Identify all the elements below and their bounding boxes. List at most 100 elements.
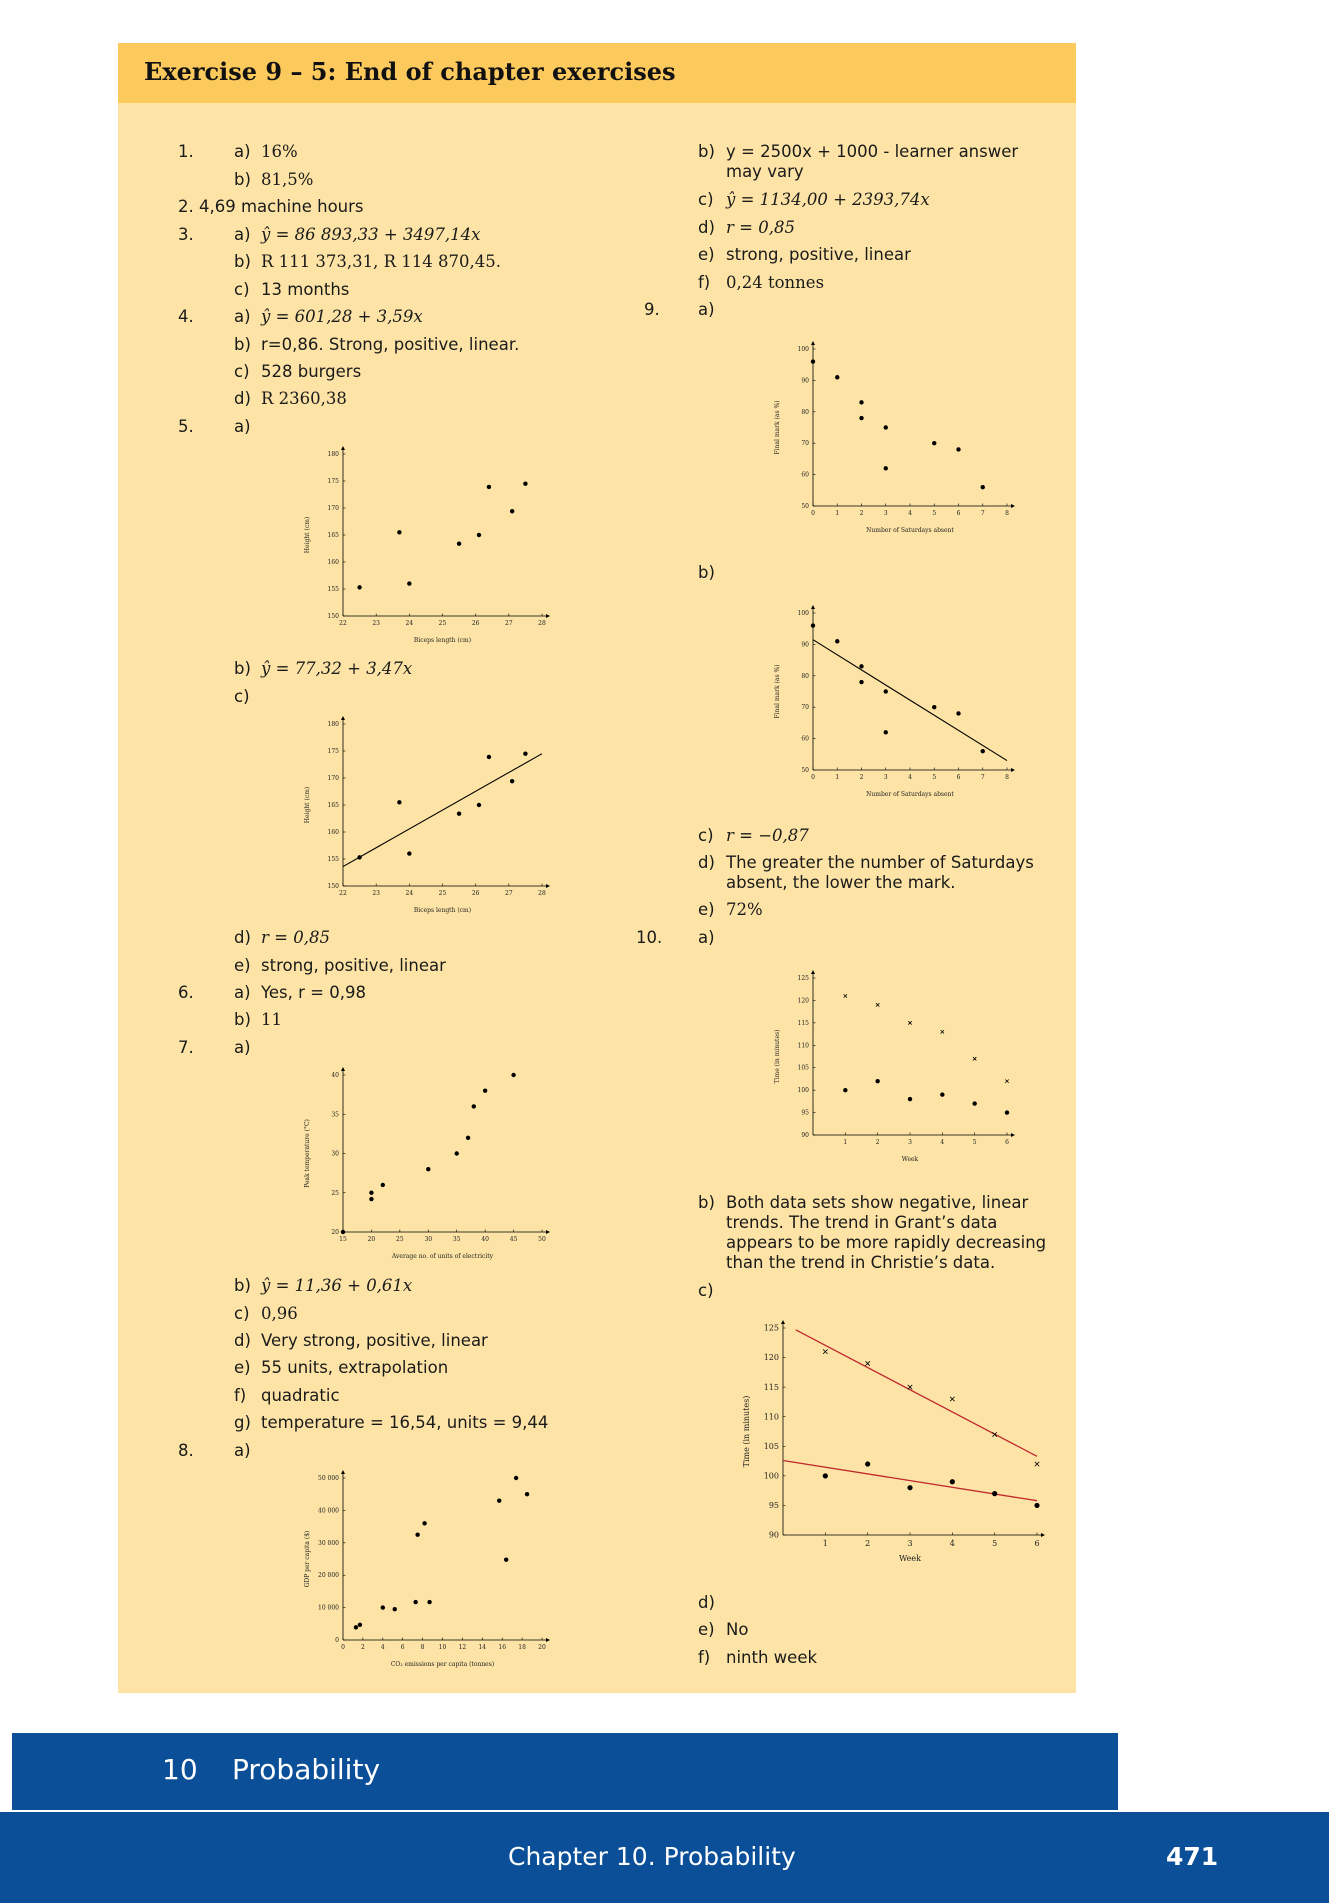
data-point: [392, 1607, 397, 1612]
y-axis-label: Height (cm): [304, 517, 311, 553]
data-point-cross: [1034, 1461, 1040, 1467]
y-axis-arrow: [781, 1320, 785, 1324]
q8e-answer: strong, positive, linear: [726, 245, 911, 264]
y-axis-arrow: [341, 716, 345, 720]
q5b-answer: ŷ = 77,32 + 3,47x: [261, 659, 413, 678]
q3a-answer: ŷ = 86 893,33 + 3497,14x: [261, 225, 481, 244]
data-point: [524, 1492, 530, 1497]
data-point: [883, 730, 888, 735]
x-tick-label: 6: [1034, 1539, 1039, 1548]
data-point: [883, 466, 888, 471]
data-point-cross: [865, 1361, 871, 1366]
x-axis-arrow: [546, 614, 550, 618]
q6a-label: a): [234, 983, 251, 1002]
data-point: [465, 1135, 471, 1140]
data-point: [397, 800, 402, 805]
data-point: [509, 779, 515, 784]
data-point: [380, 1182, 385, 1188]
data-point-cross: [972, 1056, 977, 1061]
y-tick-label: 60: [801, 472, 809, 479]
x-tick-label: 26: [472, 620, 480, 627]
x-tick-label: 3: [907, 1539, 912, 1548]
x-tick-label: 1: [835, 510, 839, 517]
data-point: [357, 855, 362, 860]
q8f-answer: 0,24 tonnes: [726, 273, 825, 292]
q5d-answer: r = 0,85: [261, 928, 330, 947]
y-axis-arrow: [811, 605, 815, 609]
q7f-answer: quadratic: [261, 1386, 340, 1405]
x-tick-label: 20: [538, 1644, 546, 1651]
y-axis-label: Time (in minutes): [774, 1030, 781, 1084]
data-point: [511, 1072, 516, 1078]
y-tick-label: 95: [769, 1501, 779, 1510]
y-tick-label: 110: [764, 1412, 779, 1421]
x-tick-label: 2: [361, 1644, 365, 1651]
y-tick-label: 95: [801, 1110, 809, 1117]
y-tick-label: 90: [801, 1132, 809, 1139]
q10f-answer: ninth week: [726, 1648, 818, 1667]
data-point: [907, 1096, 913, 1102]
x-tick-label: 22: [339, 890, 347, 897]
y-tick-label: 70: [801, 440, 809, 447]
y-tick-label: 70: [801, 704, 809, 711]
data-point: [859, 400, 864, 405]
y-tick-label: 35: [331, 1111, 339, 1118]
y-axis-label: Final mark (as %): [774, 665, 781, 719]
x-tick-label: 0: [811, 510, 815, 517]
x-tick-label: 6: [1005, 1139, 1009, 1146]
x-tick-label: 3: [884, 774, 888, 781]
x-tick-label: 2: [865, 1539, 870, 1548]
q6-number: 6.: [178, 983, 194, 1002]
q7a-label: a): [234, 1038, 251, 1057]
q3b-label: b): [234, 252, 251, 271]
x-axis-arrow: [1011, 504, 1015, 508]
y-tick-label: 50 000: [318, 1475, 339, 1482]
q9e-label: e): [698, 900, 715, 919]
x-tick-label: 8: [1005, 510, 1009, 517]
x-tick-label: 16: [498, 1644, 506, 1651]
data-point-cross: [1005, 1079, 1009, 1084]
q10d-label: d): [698, 1593, 715, 1612]
x-tick-label: 25: [439, 890, 447, 897]
data-point: [407, 581, 412, 586]
y-tick-label: 100: [798, 346, 810, 353]
y-axis-arrow: [811, 970, 815, 974]
q10b-label: b): [698, 1193, 715, 1212]
x-tick-label: 18: [518, 1644, 526, 1651]
q9c-label: c): [698, 826, 714, 845]
q7c-answer: 0,96: [261, 1304, 298, 1323]
q5-number: 5.: [178, 417, 194, 436]
q9-number: 9.: [644, 300, 660, 319]
q9a-label: a): [698, 300, 715, 319]
data-point: [509, 509, 515, 514]
q5e-answer: strong, positive, linear: [261, 956, 446, 975]
x-axis-arrow: [546, 1638, 550, 1642]
q5b-label: b): [234, 659, 251, 678]
chart-q9a: 0 1 2 3 4 5 6 7 8 50 60 70 80 90 100 Number of Saturday…: [774, 341, 1015, 534]
q7c-label: c): [234, 1304, 250, 1323]
q2-answer: 2. 4,69 machine hours: [178, 197, 364, 216]
y-tick-label: 170: [328, 505, 340, 512]
data-point: [883, 425, 888, 430]
x-tick-label: 8: [421, 1644, 425, 1651]
y-tick-label: 90: [801, 377, 809, 384]
y-tick-label: 165: [328, 802, 340, 809]
q7b-answer: ŷ = 11,36 + 0,61x: [261, 1276, 413, 1295]
x-axis-label: Biceps length (cm): [414, 907, 471, 914]
data-point-cross: [843, 993, 848, 998]
q8a-label: a): [234, 1441, 251, 1460]
x-axis-arrow: [1011, 768, 1015, 772]
x-tick-label: 0: [811, 774, 815, 781]
data-point: [340, 1229, 346, 1235]
chart-q8a: 0 2 4 6 8 10 12 14 16 18 20 0 10 000 20 000 30 000 40 0…: [304, 1470, 550, 1668]
x-tick-label: 45: [510, 1236, 518, 1243]
y-tick-label: 100: [798, 1087, 810, 1094]
x-axis-label: Week: [899, 1554, 921, 1563]
q8d-label: d): [698, 218, 715, 237]
data-point: [980, 748, 985, 754]
q8-number: 8.: [178, 1441, 194, 1460]
x-tick-label: 26: [472, 890, 480, 897]
data-point: [426, 1167, 431, 1172]
q3c-answer: 13 months: [261, 280, 350, 299]
